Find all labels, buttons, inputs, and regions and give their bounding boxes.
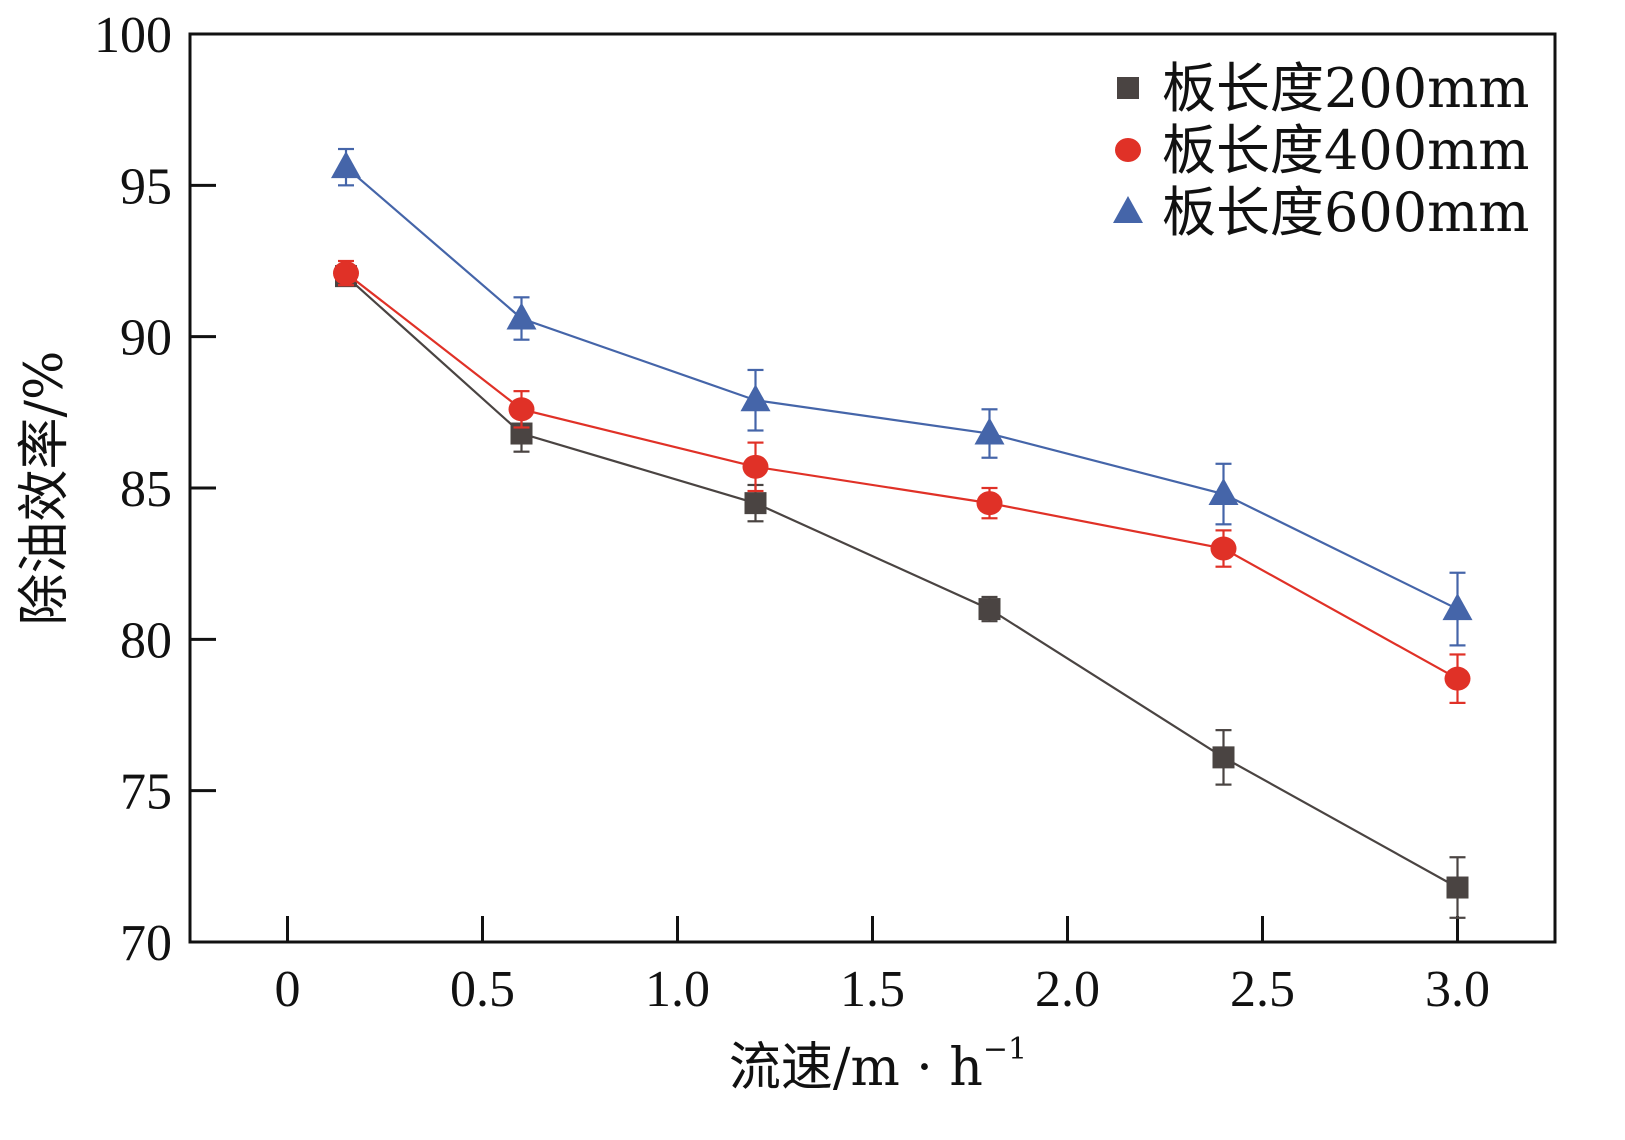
x-tick-label: 2.0 [1035, 961, 1100, 1018]
legend-item-3: 板长度600mm [1113, 181, 1529, 244]
y-tick-label: 70 [120, 915, 172, 972]
x-tick-label: 3.0 [1425, 961, 1490, 1018]
legend-marker [1113, 196, 1143, 223]
data-point [1208, 478, 1239, 506]
x-tick-label: 1.0 [645, 961, 710, 1018]
y-tick-label: 100 [94, 7, 172, 64]
series-line [345, 275, 1459, 889]
x-axis-title-main: 流速/m · h [729, 1038, 983, 1098]
y-tick-label: 75 [120, 764, 172, 821]
series-line [345, 272, 1459, 680]
y-tick-label: 95 [120, 158, 172, 215]
series-line [345, 166, 1458, 611]
y-tick-label: 90 [120, 310, 172, 367]
data-point [974, 417, 1005, 445]
x-axis-title: 流速/m · h−1 [729, 1032, 1027, 1098]
legend-label: 板长度200mm [1162, 57, 1529, 120]
data-point [1212, 746, 1235, 769]
data-point [331, 151, 361, 179]
y-axis-title: 除油效率/% [15, 351, 75, 626]
data-point [740, 384, 771, 412]
data-point [508, 397, 535, 422]
axis-ticks [190, 32, 1459, 944]
x-tick-label: 0 [275, 961, 301, 1018]
y-tick-label: 80 [120, 612, 172, 669]
data-point [333, 261, 359, 286]
data-point [1444, 666, 1471, 691]
series-2 [333, 259, 1471, 704]
legend-item-1: 板长度200mm [1117, 57, 1529, 120]
data-point [744, 492, 767, 515]
data-point [1210, 536, 1237, 561]
x-tick-label: 0.5 [450, 961, 515, 1018]
legend-marker [1115, 138, 1141, 162]
data-point [976, 491, 1003, 516]
x-tick-label: 2.5 [1230, 961, 1295, 1018]
data-point [742, 454, 769, 479]
axis-tick-labels: 0 0.5 1.0 1.5 2.0 2.5 3.0 70 75 80 85 90 95 100 [94, 7, 1490, 1018]
legend-label: 板长度600mm [1162, 181, 1529, 244]
data-point [506, 302, 537, 330]
data-point [1446, 876, 1469, 899]
y-tick-label: 85 [120, 461, 172, 518]
data-point [1442, 593, 1473, 621]
legend-marker [1117, 77, 1139, 99]
data-point [978, 598, 1001, 621]
legend-label: 板长度400mm [1162, 119, 1529, 182]
x-tick-label: 1.5 [840, 961, 905, 1018]
series-3 [331, 147, 1473, 647]
x-axis-title-superscript: −1 [983, 1032, 1027, 1067]
series-layer [331, 147, 1473, 919]
legend-item-2: 板长度400mm [1115, 119, 1529, 182]
